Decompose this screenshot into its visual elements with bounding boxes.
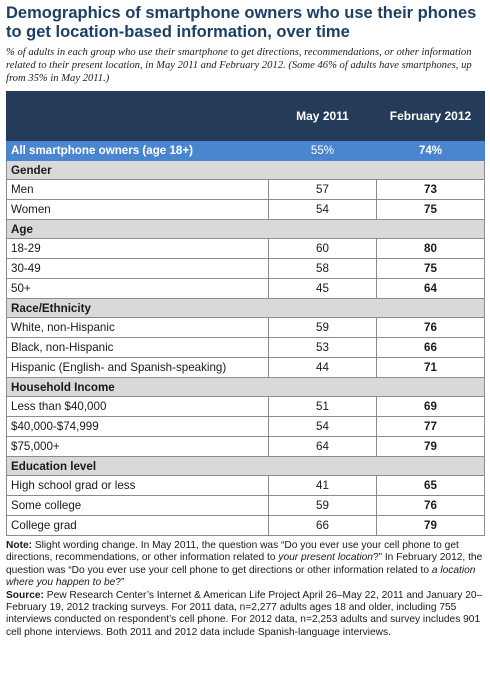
data-table: May 2011 February 2012 All smartphone ow…: [6, 91, 485, 536]
section-heading: Education level: [6, 456, 485, 476]
note-italic-2: a location where you happen to be: [6, 564, 476, 589]
value-feb-2012: 75: [376, 199, 485, 220]
section-heading: Household Income: [6, 377, 485, 397]
value-feb-2012: 64: [376, 278, 485, 299]
table-row: 18-29 60 80: [6, 238, 485, 259]
notes-block: Note: Slight wording change. In May 2011…: [6, 540, 484, 639]
row-label: Hispanic (English- and Spanish-speaking): [6, 357, 269, 378]
note-label: Note:: [6, 540, 33, 551]
total-feb-2012: 74%: [376, 140, 485, 161]
table-row: $75,000+ 64 79: [6, 436, 485, 457]
value-feb-2012: 75: [376, 258, 485, 279]
note-part-2: ?” In February 2012, the question was “D…: [6, 552, 483, 576]
value-may-2011: 54: [268, 416, 377, 437]
section-heading: Age: [6, 219, 485, 239]
table-row: 30-49 58 75: [6, 258, 485, 279]
row-label: Black, non-Hispanic: [6, 337, 269, 358]
table-row: Women 54 75: [6, 199, 485, 220]
row-label: 50+: [6, 278, 269, 299]
value-feb-2012: 69: [376, 396, 485, 417]
table-row: Less than $40,000 51 69: [6, 396, 485, 417]
value-feb-2012: 66: [376, 337, 485, 358]
total-label: All smartphone owners (age 18+): [6, 140, 269, 161]
value-may-2011: 53: [268, 337, 377, 358]
value-may-2011: 45: [268, 278, 377, 299]
row-label: $75,000+: [6, 436, 269, 457]
value-feb-2012: 79: [376, 515, 485, 536]
section-header-row: Age: [6, 219, 485, 239]
value-may-2011: 64: [268, 436, 377, 457]
column-header-feb-2012: February 2012: [376, 91, 485, 141]
value-may-2011: 60: [268, 238, 377, 259]
source-body: Pew Research Center’s Internet & America…: [6, 589, 483, 638]
row-label: Less than $40,000: [6, 396, 269, 417]
row-label: $40,000-$74,999: [6, 416, 269, 437]
value-feb-2012: 77: [376, 416, 485, 437]
row-label: Men: [6, 179, 269, 200]
section-header-row: Race/Ethnicity: [6, 298, 485, 318]
header-blank-cell: [6, 91, 269, 141]
row-label: White, non-Hispanic: [6, 317, 269, 338]
table-row: Some college 59 76: [6, 495, 485, 516]
value-may-2011: 57: [268, 179, 377, 200]
value-feb-2012: 71: [376, 357, 485, 378]
section-heading: Race/Ethnicity: [6, 298, 485, 318]
value-may-2011: 44: [268, 357, 377, 378]
note-italic-1: your present location: [278, 552, 373, 564]
value-feb-2012: 76: [376, 495, 485, 516]
row-label: 30-49: [6, 258, 269, 279]
table-row: 50+ 45 64: [6, 278, 485, 299]
header-row: May 2011 February 2012: [6, 91, 485, 141]
chart-title: Demographics of smartphone owners who us…: [6, 4, 477, 41]
table-row: Black, non-Hispanic 53 66: [6, 337, 485, 358]
row-label: High school grad or less: [6, 475, 269, 496]
value-may-2011: 54: [268, 199, 377, 220]
source-text: Source: Pew Research Center’s Internet &…: [6, 590, 484, 640]
source-label: Source:: [6, 589, 44, 601]
value-feb-2012: 79: [376, 436, 485, 457]
section-header-row: Education level: [6, 456, 485, 476]
value-feb-2012: 80: [376, 238, 485, 259]
table-row: $40,000-$74,999 54 77: [6, 416, 485, 437]
table-row: Hispanic (English- and Spanish-speaking)…: [6, 357, 485, 378]
row-label: Women: [6, 199, 269, 220]
value-may-2011: 51: [268, 396, 377, 417]
table-row: College grad 66 79: [6, 515, 485, 536]
value-feb-2012: 65: [376, 475, 485, 496]
section-header-row: Gender: [6, 160, 485, 180]
section-heading: Gender: [6, 160, 485, 180]
note-part-1: Slight wording change. In May 2011, the …: [6, 540, 459, 564]
value-may-2011: 66: [268, 515, 377, 536]
row-label: College grad: [6, 515, 269, 536]
note-part-3: ?”: [115, 577, 125, 589]
total-row: All smartphone owners (age 18+) 55% 74%: [6, 140, 485, 161]
value-may-2011: 58: [268, 258, 377, 279]
value-may-2011: 59: [268, 495, 377, 516]
note-text: Note: Slight wording change. In May 2011…: [6, 540, 484, 590]
section-header-row: Household Income: [6, 377, 485, 397]
row-label: Some college: [6, 495, 269, 516]
value-feb-2012: 76: [376, 317, 485, 338]
value-feb-2012: 73: [376, 179, 485, 200]
table-row: Men 57 73: [6, 179, 485, 200]
table-row: White, non-Hispanic 59 76: [6, 317, 485, 338]
table-row: High school grad or less 41 65: [6, 475, 485, 496]
row-label: 18-29: [6, 238, 269, 259]
total-may-2011: 55%: [268, 140, 377, 161]
value-may-2011: 59: [268, 317, 377, 338]
chart-subtitle: % of adults in each group who use their …: [6, 47, 472, 84]
column-header-may-2011: May 2011: [268, 91, 377, 141]
value-may-2011: 41: [268, 475, 377, 496]
